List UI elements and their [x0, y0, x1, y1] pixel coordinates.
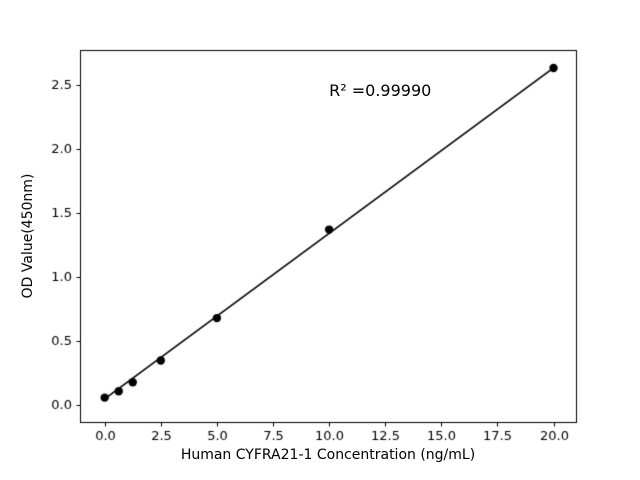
- x-axis-label: Human CYFRA21-1 Concentration (ng/mL): [180, 447, 476, 463]
- r-squared-annotation: R² =0.99990: [329, 81, 432, 101]
- y-axis-label: OD Value(450nm): [20, 173, 36, 299]
